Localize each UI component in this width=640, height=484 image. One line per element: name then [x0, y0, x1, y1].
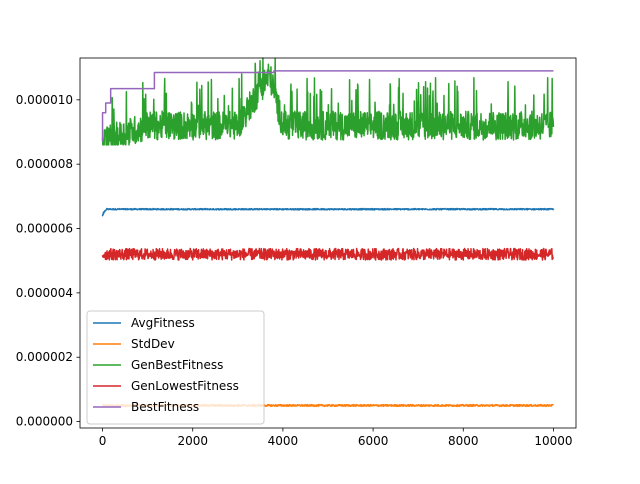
legend-item: AvgFitness — [93, 316, 195, 330]
series-line-GenBestFitness — [101, 57, 555, 146]
axes-frame — [79, 57, 577, 429]
legend-label: GenBestFitness — [131, 358, 223, 372]
legend-item: BestFitness — [93, 400, 199, 414]
y-tick-label: 0.000000 — [16, 415, 73, 429]
y-tick-label: 0.000010 — [16, 93, 73, 107]
legend: AvgFitness StdDev GenBestFitness GenLowestF… — [86, 310, 265, 425]
series-layer — [101, 57, 555, 408]
legend-item: GenBestFitness — [93, 358, 223, 372]
legend-label: StdDev — [131, 337, 175, 351]
y-tick-label: 0.000004 — [16, 286, 73, 300]
x-tick-label: 0 — [99, 434, 107, 448]
x-tick-label: 2000 — [177, 434, 208, 448]
series-line-AvgFitness — [101, 207, 555, 217]
x-tick-label: 6000 — [358, 434, 389, 448]
series-line-BestFitness — [101, 70, 554, 142]
legend-box — [86, 310, 265, 425]
y-tick-label: 0.000006 — [16, 222, 73, 236]
legend-item: GenLowestFitness — [93, 379, 239, 393]
legend-item: StdDev — [93, 337, 175, 351]
legend-label: BestFitness — [131, 400, 199, 414]
legend-label: AvgFitness — [131, 316, 195, 330]
series-GenBestFitness — [101, 57, 555, 146]
x-tick-label: 10000 — [534, 434, 572, 448]
x-tick-label: 8000 — [448, 434, 479, 448]
x-tick-label: 4000 — [268, 434, 299, 448]
series-BestFitness — [101, 70, 554, 142]
y-tick-label: 0.000008 — [16, 157, 73, 171]
y-tick-label: 0.000002 — [16, 350, 73, 364]
series-AvgFitness — [101, 207, 555, 217]
series-GenLowestFitness — [101, 247, 554, 261]
legend-label: GenLowestFitness — [131, 379, 239, 393]
axes-layer: 0 2000 4000 6000 8000 10000 0.000000 0.000002 0.… — [16, 57, 577, 448]
series-line-GenLowestFitness — [101, 247, 554, 261]
